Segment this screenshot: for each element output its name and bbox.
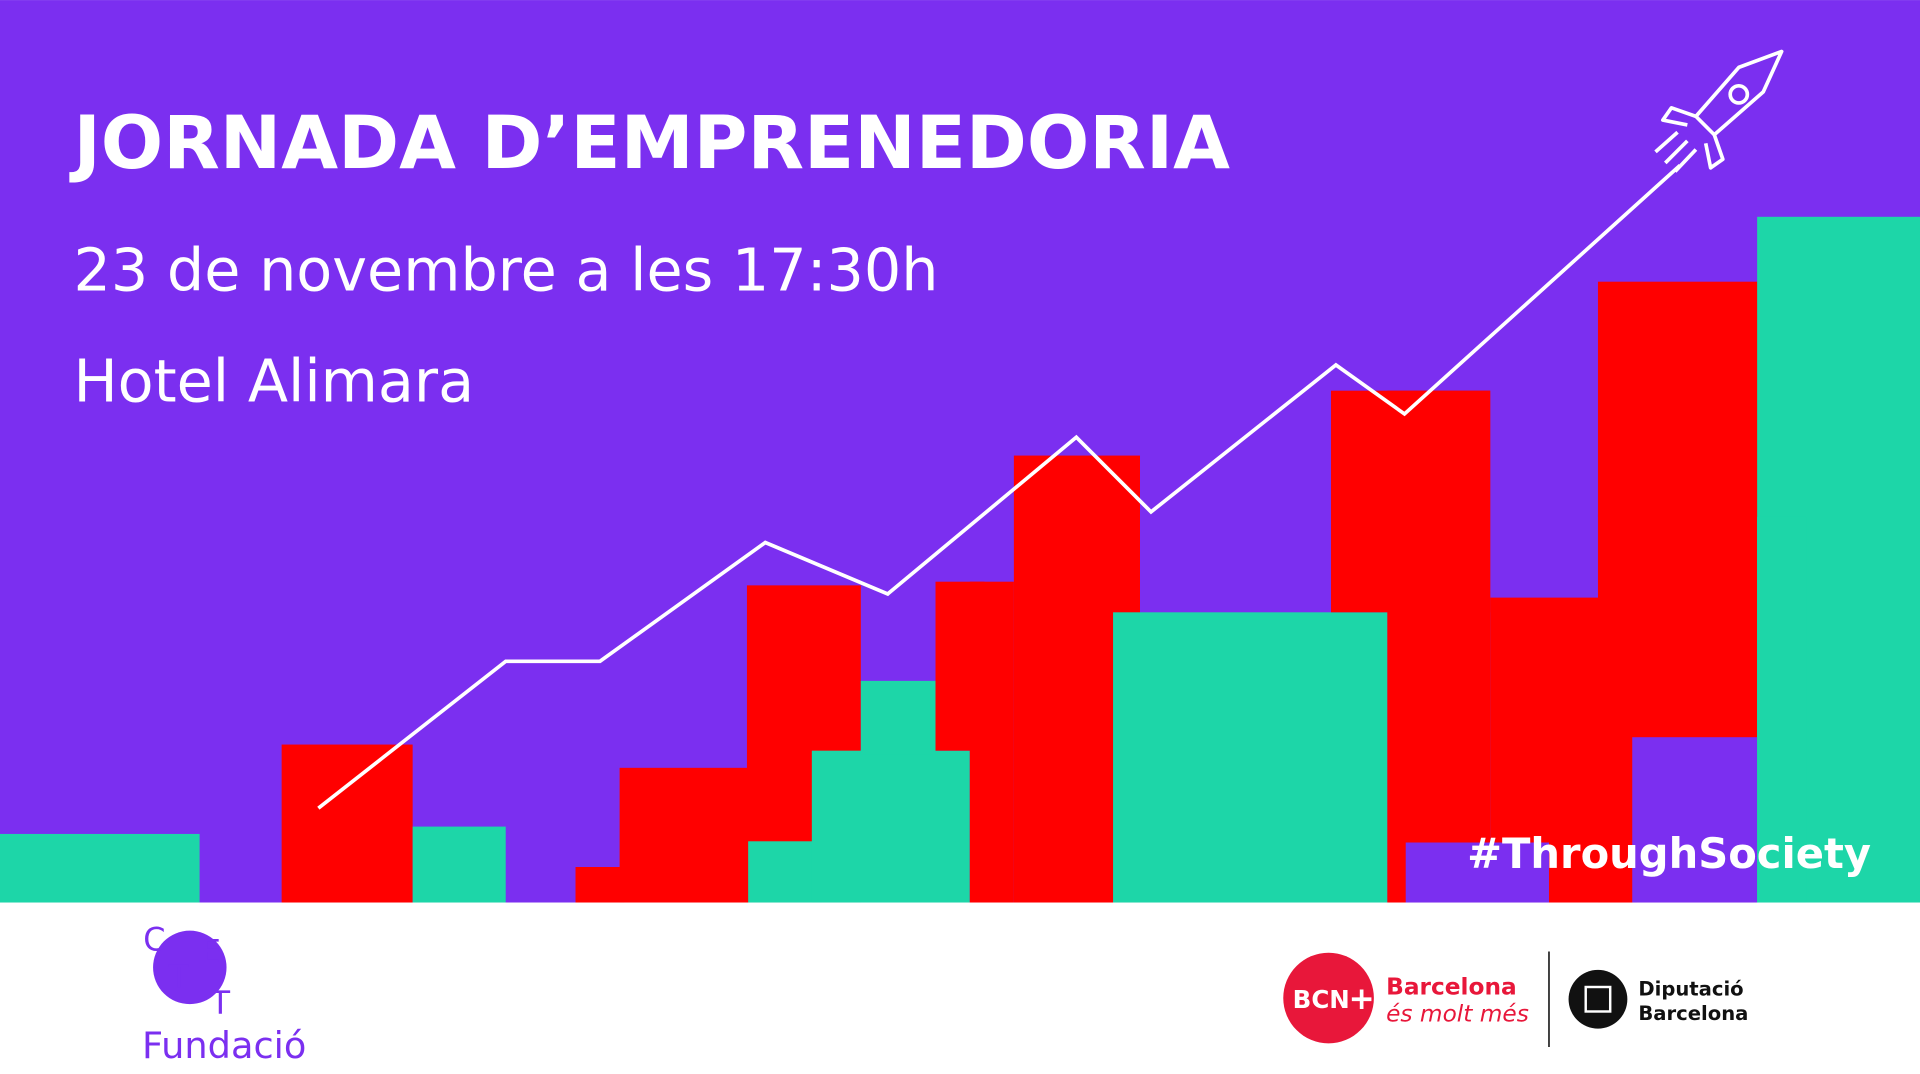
bar — [1113, 612, 1388, 903]
bar — [575, 867, 625, 903]
bar — [0, 833, 200, 903]
bar — [412, 826, 506, 903]
bcn-tagline: és molt més — [1386, 1000, 1529, 1027]
bar — [281, 744, 413, 903]
logo-letter: E — [201, 933, 221, 971]
bar — [1405, 842, 1549, 903]
trend-line — [317, 164, 1682, 810]
bcn-plus — [1351, 989, 1372, 1010]
bar — [1632, 737, 1758, 903]
venue: Hotel Alimara — [73, 347, 474, 416]
bar — [935, 581, 985, 751]
title: JORNADA D’EMPRENEDORIA — [68, 101, 1230, 186]
cett-logo: C E T T Fundació — [142, 920, 306, 1067]
bcn-name: Barcelona — [1386, 973, 1517, 1000]
bar — [619, 767, 749, 903]
seal-mark — [1584, 985, 1612, 1013]
date: 23 de novembre a les 17:30h — [73, 235, 938, 304]
hashtag: #ThroughSociety — [1467, 829, 1871, 878]
bar — [811, 750, 970, 903]
rocket — [1654, 49, 1784, 173]
foundation: Fundació — [142, 1024, 306, 1067]
logo-circle — [153, 930, 227, 1005]
bar — [860, 680, 936, 755]
bar — [1331, 390, 1491, 613]
bar — [748, 841, 822, 903]
logo-letter: T — [210, 984, 231, 1022]
bcn-logo: BCN Barcelona és molt més — [1283, 952, 1529, 1044]
bcn-badge — [1283, 952, 1374, 1044]
diputacio-logo: Diputació Barcelona — [1568, 969, 1748, 1029]
diputacio-seal — [1568, 969, 1628, 1029]
logo-letter: T — [168, 958, 189, 996]
diputacio-line2: Barcelona — [1638, 1002, 1748, 1025]
decorative-bars — [0, 216, 1920, 903]
bar — [1757, 516, 1807, 903]
diputacio-line1: Diputació — [1638, 978, 1743, 1001]
logo-letter: C — [143, 920, 165, 958]
bcn-badge-text: BCN — [1293, 985, 1350, 1014]
